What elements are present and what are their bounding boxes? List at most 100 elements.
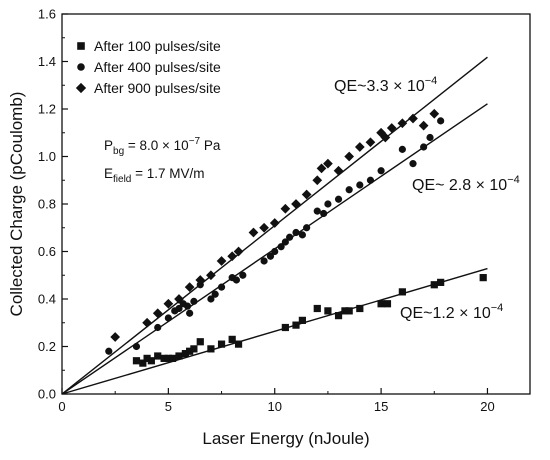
- data-point: [312, 175, 323, 186]
- data-point: [377, 300, 385, 308]
- data-point: [227, 251, 238, 262]
- data-point: [426, 133, 434, 142]
- data-point: [195, 275, 206, 285]
- y-tick-label: 0.4: [38, 292, 56, 307]
- data-point: [292, 321, 300, 329]
- y-axis-label: Collected Charge (pCoulomb): [7, 92, 26, 317]
- qe-label-exponent: −4: [491, 302, 504, 314]
- data-point: [259, 222, 269, 233]
- data-point: [323, 158, 333, 169]
- data-point: [110, 332, 121, 342]
- fit-line: [61, 267, 488, 395]
- x-tick-label: 10: [267, 399, 281, 414]
- electric-field: Efield = 1.7 MV/m: [104, 166, 205, 185]
- data-point: [281, 323, 289, 332]
- annotations: Pbg = 8.0 × 10−7 Pa Efield = 1.7 MV/m: [104, 136, 221, 185]
- data-point: [147, 357, 155, 365]
- data-point: [418, 120, 429, 131]
- data-point: [154, 352, 162, 360]
- qe-label-exponent: −4: [507, 174, 520, 186]
- y-tick-label: 0.2: [38, 339, 56, 354]
- pbg-subscript: bg: [113, 146, 124, 157]
- data-point: [280, 203, 291, 214]
- data-point: [291, 199, 301, 209]
- data-point: [437, 278, 445, 286]
- data-point: [356, 304, 364, 313]
- data-point: [206, 270, 216, 281]
- qe-label-exponent: −4: [425, 75, 438, 87]
- series-diamond: [110, 108, 440, 342]
- data-point: [345, 186, 353, 194]
- legend-label: After 100 pulses/site: [94, 38, 221, 54]
- data-point: [345, 307, 353, 315]
- data-point: [313, 207, 321, 215]
- data-point: [196, 338, 204, 346]
- data-point: [316, 163, 327, 174]
- data-point: [169, 354, 177, 362]
- legend-marker: [77, 42, 85, 50]
- data-point: [154, 323, 162, 332]
- data-point: [233, 246, 244, 257]
- data-point: [207, 295, 215, 303]
- data-point: [186, 347, 194, 355]
- data-point: [163, 298, 174, 309]
- y-tick-label: 0.0: [38, 387, 56, 402]
- x-tick-label: 20: [480, 399, 494, 414]
- data-point: [217, 340, 226, 348]
- y-tick-label: 1.6: [38, 7, 56, 22]
- data-point: [207, 345, 215, 353]
- data-point: [344, 151, 355, 162]
- data-point: [248, 227, 259, 238]
- data-point: [320, 209, 328, 218]
- data-point: [228, 335, 236, 343]
- data-point: [303, 224, 311, 232]
- data-point: [143, 354, 151, 362]
- data-point: [430, 281, 438, 289]
- series-circle: [105, 117, 445, 355]
- data-point: [301, 189, 312, 200]
- efield-symbol: E: [104, 166, 113, 181]
- data-point: [334, 312, 343, 320]
- data-point: [152, 308, 163, 319]
- data-point: [356, 181, 364, 189]
- data-point: [377, 167, 385, 175]
- data-point: [239, 271, 247, 279]
- data-point: [398, 145, 406, 153]
- axes: 0 5 10 15 20 0.0 0.2 0.4 0.6 0.8 1.0 1.2 1.4 1.6 Laser…: [7, 7, 531, 448]
- data-point: [398, 288, 406, 296]
- data-point: [216, 256, 227, 266]
- data-point: [429, 108, 440, 119]
- background-pressure: Pbg = 8.0 × 10−7 Pa: [104, 136, 221, 157]
- data-point: [479, 274, 487, 282]
- data-point: [298, 316, 306, 324]
- qe-label-main: QE~3.3 × 10: [334, 78, 425, 95]
- y-tick-label: 1.2: [38, 102, 56, 117]
- data-points: [105, 108, 487, 367]
- data-point: [260, 257, 268, 265]
- qe-label: QE~ 2.8 × 10−4: [412, 174, 520, 194]
- data-point: [269, 218, 280, 228]
- data-point: [271, 247, 279, 256]
- data-point: [420, 143, 428, 151]
- data-point: [190, 345, 198, 353]
- x-tick-label: 0: [58, 399, 65, 414]
- pbg-unit: Pa: [200, 138, 221, 153]
- data-point: [190, 297, 198, 305]
- pbg-exponent: −7: [189, 136, 201, 147]
- data-point: [164, 354, 172, 362]
- data-point: [324, 200, 332, 208]
- pbg-symbol: P: [104, 138, 113, 153]
- data-point: [175, 352, 183, 360]
- data-point: [142, 317, 152, 328]
- x-axis-label: Laser Energy (nJoule): [202, 429, 369, 448]
- legend-marker: [77, 63, 85, 71]
- data-point: [286, 233, 294, 241]
- data-point: [184, 282, 195, 292]
- legend-label: After 900 pulses/site: [94, 80, 221, 96]
- data-point: [292, 228, 300, 237]
- data-point: [266, 252, 275, 260]
- data-point: [354, 142, 365, 152]
- data-point: [386, 123, 397, 133]
